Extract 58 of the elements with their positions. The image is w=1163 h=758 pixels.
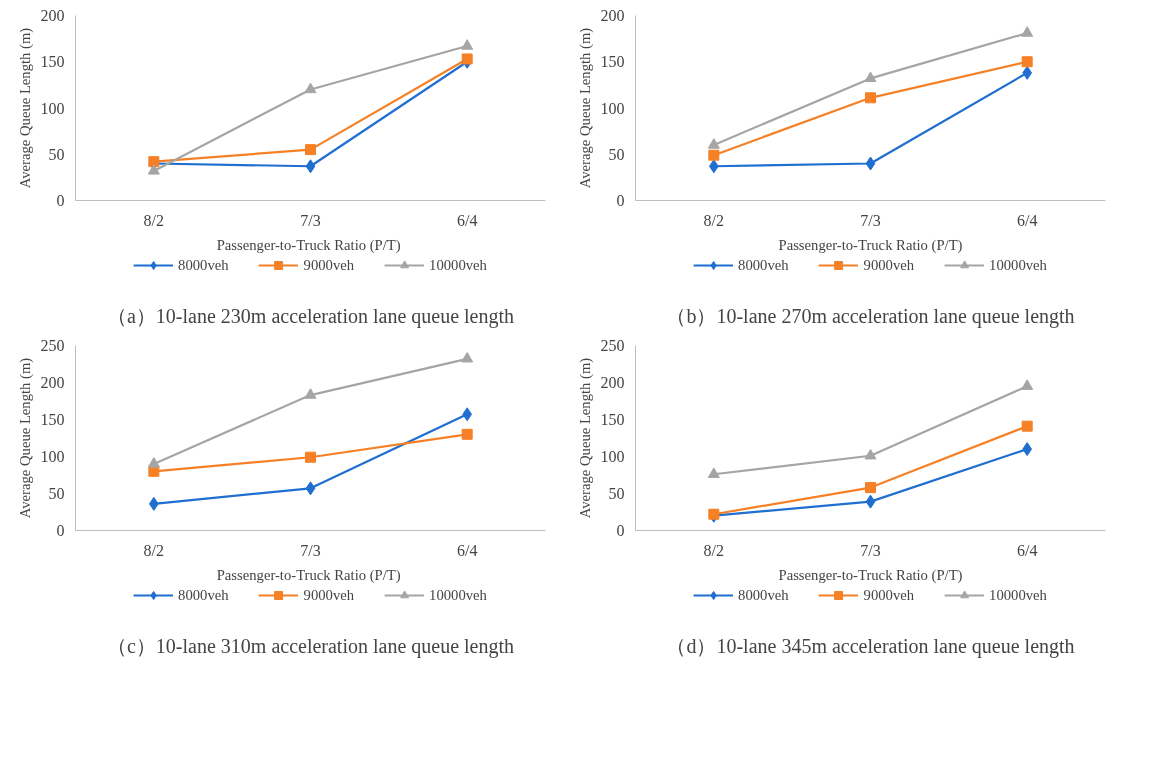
legend-label: 8000veh (738, 256, 789, 274)
y-axis-title: Average Queue Length (m) (576, 357, 594, 519)
y-tick-label: 150 (600, 53, 625, 71)
y-tick-label: 150 (40, 411, 65, 428)
y-tick-label: 200 (40, 7, 65, 24)
y-tick-label: 200 (600, 374, 625, 391)
y-tick-label: 200 (600, 7, 625, 24)
y-axis-title: Average Queue Length (m) (16, 27, 34, 189)
x-tick-label: 7/3 (300, 541, 321, 559)
y-tick-label: 0 (616, 192, 625, 209)
x-tick-label: 8/2 (143, 541, 165, 559)
legend-label: 10000veh (989, 256, 1047, 274)
x-tick-label: 6/4 (1016, 211, 1038, 229)
x-axis-title: Passenger-to-Truck Ratio (P/T) (778, 566, 963, 584)
legend-label: 10000veh (989, 586, 1047, 604)
x-tick-label: 6/4 (1016, 541, 1038, 559)
y-tick-label: 250 (600, 337, 625, 354)
y-tick-label: 100 (40, 99, 65, 117)
y-tick-label: 50 (48, 485, 65, 502)
y-tick-label: 100 (600, 448, 625, 465)
y-tick-label: 250 (40, 337, 65, 354)
legend-label: 9000veh (863, 586, 915, 604)
y-tick-label: 0 (616, 522, 625, 539)
x-tick-label: 7/3 (300, 211, 321, 229)
y-tick-label: 50 (608, 145, 625, 163)
y-tick-label: 50 (608, 485, 625, 502)
y-tick-label: 200 (40, 374, 65, 391)
x-axis-title: Passenger-to-Truck Ratio (P/T) (216, 236, 401, 254)
legend-label: 8000veh (178, 256, 229, 274)
x-tick-label: 8/2 (143, 211, 165, 229)
legend-label: 8000veh (738, 586, 789, 604)
y-tick-label: 0 (56, 522, 65, 539)
x-tick-label: 7/3 (860, 211, 881, 229)
y-tick-label: 100 (600, 99, 625, 117)
x-tick-label: 6/4 (456, 211, 478, 229)
legend-label: 8000veh (178, 586, 229, 604)
y-tick-label: 150 (600, 411, 625, 428)
y-tick-label: 150 (40, 53, 65, 71)
x-tick-label: 6/4 (456, 541, 478, 559)
legend-label: 9000veh (303, 256, 355, 274)
legend-label: 9000veh (303, 586, 355, 604)
y-axis-title: Average Queue Length (m) (576, 27, 594, 189)
y-tick-label: 100 (40, 448, 65, 465)
x-axis-title: Passenger-to-Truck Ratio (P/T) (778, 236, 963, 254)
y-axis-title: Average Queue Length (m) (16, 357, 34, 519)
text: （d）10-lane 345m acceleration lane queue length (666, 634, 1075, 658)
x-tick-label: 8/2 (703, 541, 725, 559)
x-axis-title: Passenger-to-Truck Ratio (P/T) (216, 566, 401, 584)
text: （b）10-lane 270m acceleration lane queue length (666, 304, 1075, 328)
legend-label: 10000veh (429, 586, 487, 604)
y-tick-label: 0 (56, 192, 65, 209)
legend-label: 9000veh (863, 256, 915, 274)
legend-label: 10000veh (429, 256, 487, 274)
x-tick-label: 8/2 (703, 211, 725, 229)
text: （a）10-lane 230m acceleration lane queue length (106, 304, 515, 328)
x-tick-label: 7/3 (860, 541, 881, 559)
text: （c）10-lane 310m acceleration lane queue length (106, 634, 515, 658)
y-tick-label: 50 (48, 145, 65, 163)
